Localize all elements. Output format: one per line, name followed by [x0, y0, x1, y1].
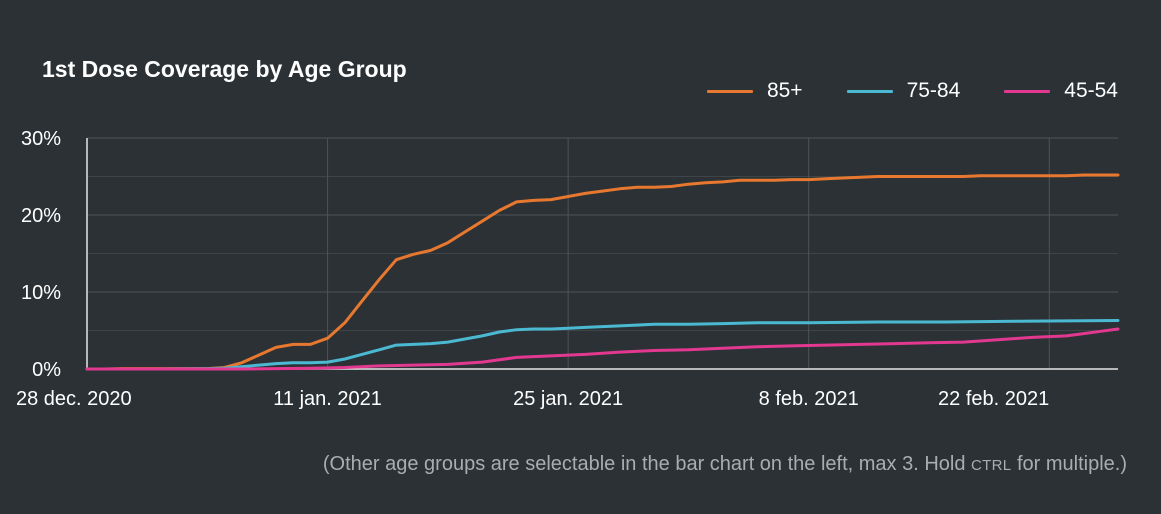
- legend-item-75-84[interactable]: 75-84: [846, 79, 961, 103]
- series-layer: [85, 173, 1120, 371]
- legend-label-85-plus: 85+: [766, 79, 803, 102]
- footnote: (Other age groups are selectable in the …: [323, 453, 1127, 476]
- legend-swatch-45-54: [1004, 89, 1051, 93]
- grid-layer: [87, 137, 1118, 369]
- x-tick-label: 8 feb. 2021: [759, 388, 859, 410]
- legend-label-45-54: 45-54: [1064, 79, 1118, 102]
- x-tick-label: 11 jan. 2021: [273, 388, 382, 410]
- x-tick-label: 25 jan. 2021: [513, 388, 623, 410]
- tick-label-layer: 0% 10% 20% 30% 28 dec. 2020 11 jan. 2021 25 ja…: [16, 128, 1049, 410]
- x-tick-label: 28 dec. 2020: [16, 388, 132, 410]
- legend-item-85-plus[interactable]: 85+: [706, 79, 803, 103]
- y-tick-label: 10%: [21, 282, 61, 304]
- legend-item-45-54[interactable]: 45-54: [1004, 79, 1118, 103]
- y-tick-label: 20%: [21, 205, 61, 227]
- y-tick-label: 0%: [32, 359, 61, 381]
- legend: 85+ 75-84 45-54: [663, 79, 1118, 103]
- chart-title: 1st Dose Coverage by Age Group: [42, 56, 407, 82]
- series-line-85plus[interactable]: [85, 173, 1120, 371]
- legend-label-75-84: 75-84: [906, 79, 961, 102]
- footnote-key: CTRL: [971, 457, 1012, 474]
- legend-swatch-85-plus: [706, 89, 753, 93]
- x-tick-label: 22 feb. 2021: [938, 388, 1049, 410]
- series-line-75-84[interactable]: [85, 319, 1120, 371]
- footnote-text-start: (Other age groups are selectable in the …: [322, 453, 972, 475]
- series-line-45-54[interactable]: [85, 327, 1120, 371]
- footnote-text-end: for multiple.): [1011, 453, 1127, 475]
- y-tick-label: 30%: [21, 128, 61, 150]
- legend-swatch-75-84: [846, 89, 893, 93]
